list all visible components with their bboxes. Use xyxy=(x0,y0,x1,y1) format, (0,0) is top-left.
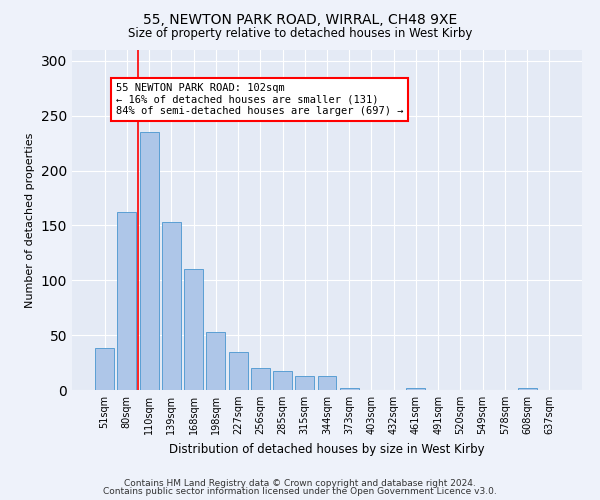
Bar xyxy=(162,222,181,390)
Text: Contains HM Land Registry data © Crown copyright and database right 2024.: Contains HM Land Registry data © Crown c… xyxy=(124,478,476,488)
Bar xyxy=(295,376,314,390)
Bar xyxy=(251,368,270,390)
Text: 55, NEWTON PARK ROAD, WIRRAL, CH48 9XE: 55, NEWTON PARK ROAD, WIRRAL, CH48 9XE xyxy=(143,12,457,26)
Bar xyxy=(118,212,136,390)
Text: Size of property relative to detached houses in West Kirby: Size of property relative to detached ho… xyxy=(128,28,472,40)
Bar xyxy=(406,388,425,390)
X-axis label: Distribution of detached houses by size in West Kirby: Distribution of detached houses by size … xyxy=(169,442,485,456)
Bar xyxy=(317,376,337,390)
Bar xyxy=(206,332,225,390)
Text: 55 NEWTON PARK ROAD: 102sqm
← 16% of detached houses are smaller (131)
84% of se: 55 NEWTON PARK ROAD: 102sqm ← 16% of det… xyxy=(116,83,403,116)
Bar xyxy=(518,388,536,390)
Bar xyxy=(229,352,248,390)
Bar xyxy=(273,372,292,390)
Bar xyxy=(140,132,158,390)
Bar xyxy=(95,348,114,390)
Bar xyxy=(184,270,203,390)
Y-axis label: Number of detached properties: Number of detached properties xyxy=(25,132,35,308)
Bar xyxy=(340,388,359,390)
Text: Contains public sector information licensed under the Open Government Licence v3: Contains public sector information licen… xyxy=(103,487,497,496)
